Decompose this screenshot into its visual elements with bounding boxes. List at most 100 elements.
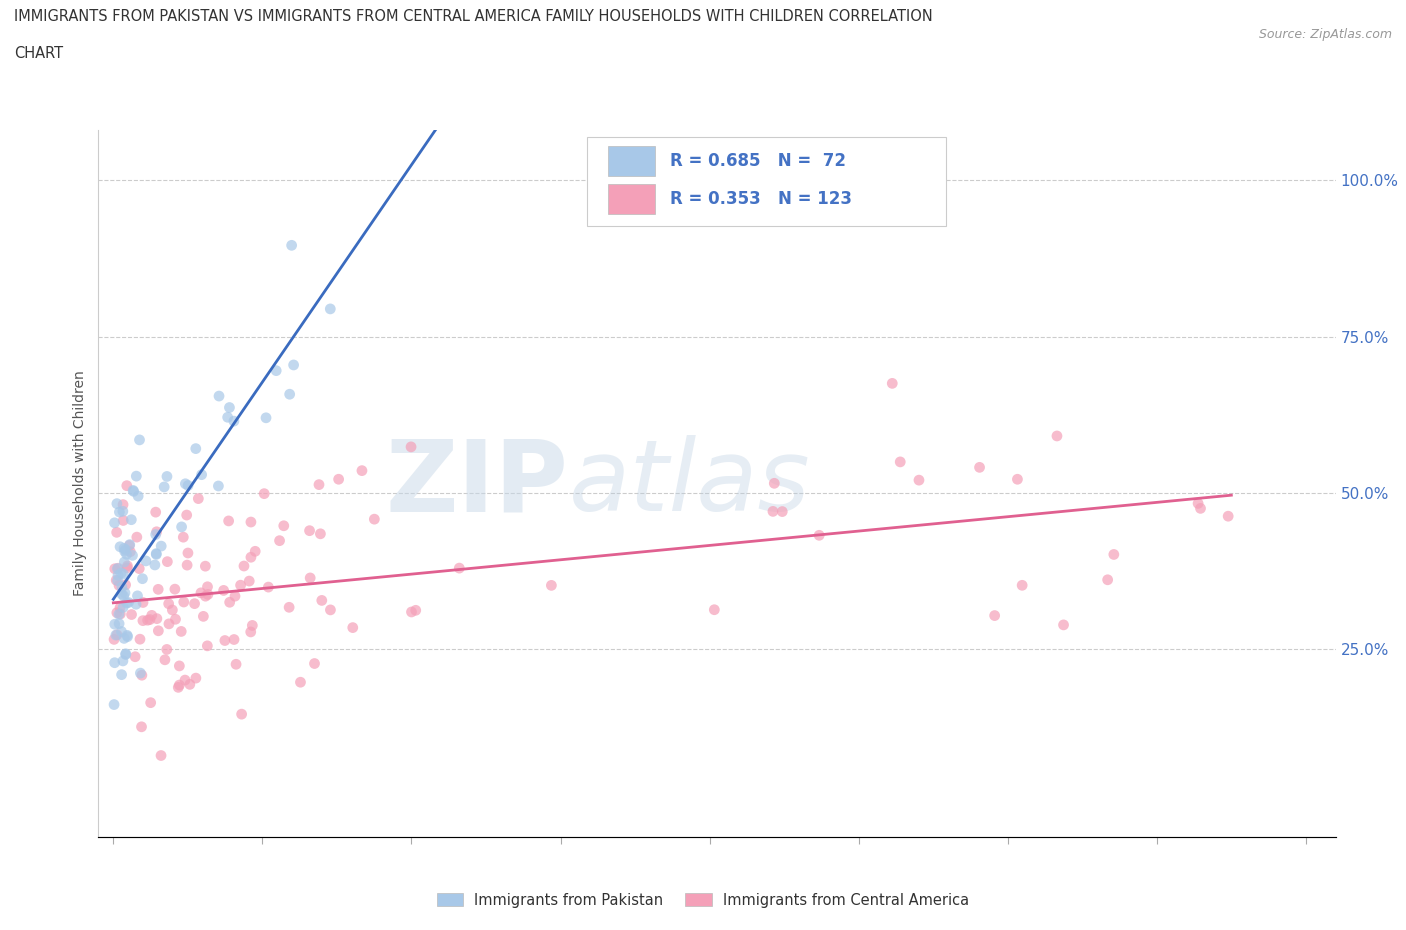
Point bbox=[187, 491, 209, 506]
Point bbox=[405, 603, 427, 618]
Point bbox=[132, 613, 155, 628]
Point bbox=[145, 505, 167, 520]
Point bbox=[1011, 578, 1033, 592]
Point bbox=[762, 504, 785, 519]
Point bbox=[121, 548, 143, 563]
Point bbox=[148, 623, 170, 638]
Point bbox=[108, 606, 131, 621]
Point bbox=[125, 597, 148, 612]
Point bbox=[143, 557, 166, 572]
Point bbox=[1007, 472, 1029, 486]
Point bbox=[111, 579, 134, 594]
Text: R = 0.353   N = 123: R = 0.353 N = 123 bbox=[671, 190, 852, 207]
Point bbox=[110, 667, 132, 682]
Point bbox=[350, 463, 373, 478]
Point bbox=[112, 498, 135, 512]
Point bbox=[167, 680, 190, 695]
Point bbox=[311, 593, 333, 608]
Point bbox=[157, 596, 180, 611]
Point bbox=[195, 638, 218, 653]
Point bbox=[218, 400, 240, 415]
Point bbox=[1102, 547, 1125, 562]
Point bbox=[1218, 509, 1240, 524]
Point bbox=[239, 624, 262, 639]
Point bbox=[108, 578, 131, 592]
Point bbox=[207, 479, 229, 494]
Point bbox=[105, 573, 128, 588]
Point bbox=[107, 561, 129, 576]
Point bbox=[108, 539, 131, 554]
Point bbox=[112, 513, 135, 528]
Point bbox=[190, 467, 212, 482]
Point bbox=[1187, 496, 1209, 511]
Point bbox=[135, 553, 157, 568]
Point bbox=[763, 476, 786, 491]
Point bbox=[108, 600, 131, 615]
Point bbox=[239, 514, 262, 529]
Point bbox=[103, 632, 125, 647]
Point bbox=[105, 525, 128, 539]
Point bbox=[253, 486, 276, 501]
Point bbox=[229, 578, 252, 592]
Point bbox=[110, 606, 132, 621]
Point bbox=[145, 546, 167, 561]
Point bbox=[257, 579, 280, 594]
Point bbox=[983, 608, 1005, 623]
Point bbox=[882, 376, 904, 391]
Text: Source: ZipAtlas.com: Source: ZipAtlas.com bbox=[1258, 28, 1392, 41]
Point bbox=[1052, 618, 1074, 632]
Point bbox=[114, 647, 136, 662]
Legend: Immigrants from Pakistan, Immigrants from Central America: Immigrants from Pakistan, Immigrants fro… bbox=[430, 886, 976, 913]
Point bbox=[808, 528, 831, 543]
FancyBboxPatch shape bbox=[609, 184, 655, 214]
Point bbox=[238, 574, 260, 589]
Point bbox=[112, 600, 135, 615]
Point bbox=[118, 538, 141, 552]
Point bbox=[131, 571, 153, 586]
Point bbox=[308, 477, 330, 492]
Y-axis label: Family Households with Children: Family Households with Children bbox=[73, 371, 87, 596]
Point bbox=[139, 696, 162, 711]
Point bbox=[169, 658, 191, 673]
Point bbox=[177, 546, 200, 561]
Point bbox=[222, 414, 245, 429]
Point bbox=[112, 554, 135, 569]
Point bbox=[131, 668, 153, 683]
Point bbox=[103, 515, 125, 530]
Point bbox=[115, 547, 138, 562]
Point bbox=[183, 596, 205, 611]
Point bbox=[114, 542, 136, 557]
Point bbox=[299, 570, 322, 585]
Point bbox=[177, 478, 200, 493]
Point bbox=[254, 410, 277, 425]
Point bbox=[112, 541, 135, 556]
Point bbox=[125, 469, 148, 484]
Point bbox=[141, 608, 163, 623]
Point bbox=[146, 611, 169, 626]
Point bbox=[214, 633, 236, 648]
Point bbox=[120, 512, 142, 527]
Text: IMMIGRANTS FROM PAKISTAN VS IMMIGRANTS FROM CENTRAL AMERICA FAMILY HOUSEHOLDS WI: IMMIGRANTS FROM PAKISTAN VS IMMIGRANTS F… bbox=[14, 9, 932, 24]
Point bbox=[233, 559, 256, 574]
Point bbox=[129, 631, 152, 646]
Point bbox=[290, 675, 312, 690]
Point bbox=[184, 671, 207, 685]
Point bbox=[212, 583, 235, 598]
Point bbox=[153, 652, 176, 667]
Point bbox=[129, 666, 152, 681]
Point bbox=[115, 628, 138, 643]
Point bbox=[104, 628, 127, 643]
Point bbox=[115, 478, 138, 493]
Point bbox=[115, 595, 138, 610]
Point bbox=[169, 678, 191, 693]
Point bbox=[110, 565, 132, 580]
Point bbox=[174, 476, 197, 491]
Point bbox=[197, 579, 219, 594]
Point bbox=[121, 607, 143, 622]
Point bbox=[131, 720, 153, 735]
Point bbox=[153, 480, 176, 495]
Point bbox=[150, 748, 173, 763]
Point bbox=[280, 238, 302, 253]
Point bbox=[190, 585, 212, 600]
Point bbox=[107, 561, 129, 576]
